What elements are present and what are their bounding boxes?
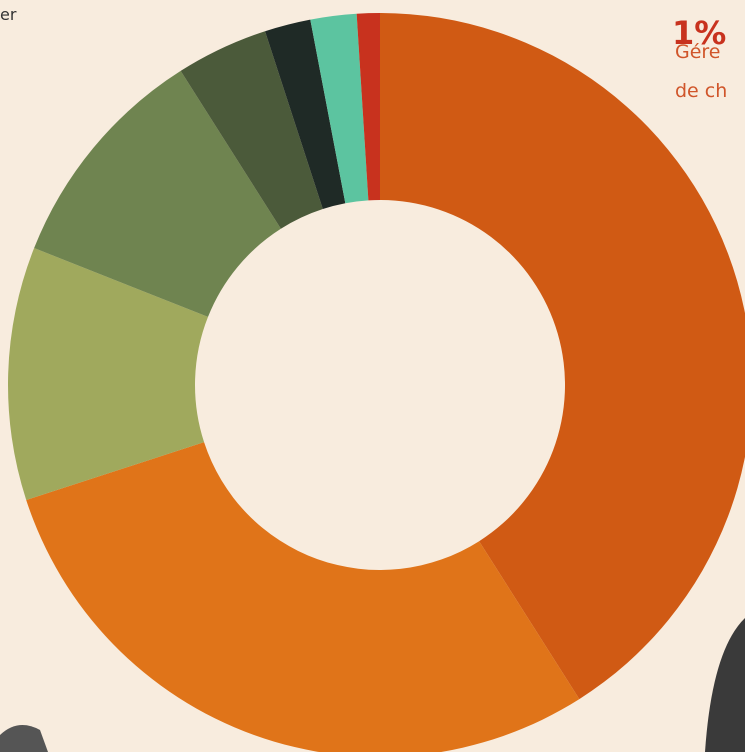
donut-slice bbox=[7, 248, 208, 500]
donut bbox=[7, 13, 745, 752]
donut-slice bbox=[26, 442, 580, 752]
donut-slice bbox=[380, 13, 745, 700]
photo-corner bbox=[0, 725, 48, 752]
donut-slice bbox=[265, 19, 346, 210]
annotation: de ch bbox=[675, 80, 727, 102]
annotation: er bbox=[0, 5, 17, 24]
donut-slice bbox=[34, 70, 281, 317]
donut-slice bbox=[356, 13, 380, 201]
annotation: 1% bbox=[672, 14, 726, 52]
photo-corner bbox=[705, 618, 745, 752]
annotation: Gére bbox=[675, 41, 721, 63]
donut-slice bbox=[310, 13, 369, 204]
donut-slice bbox=[180, 31, 323, 229]
